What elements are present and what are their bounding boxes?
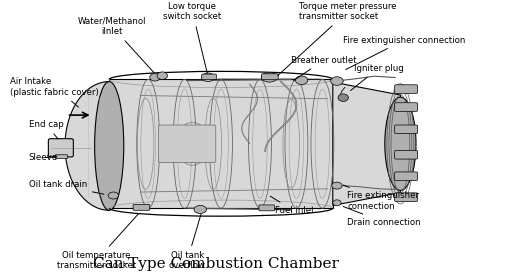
- Text: Can-Type Combustion Chamber: Can-Type Combustion Chamber: [93, 256, 339, 270]
- Polygon shape: [109, 83, 333, 208]
- FancyBboxPatch shape: [395, 150, 418, 159]
- FancyBboxPatch shape: [262, 74, 278, 80]
- Ellipse shape: [194, 206, 206, 213]
- FancyBboxPatch shape: [259, 205, 275, 211]
- FancyBboxPatch shape: [202, 74, 216, 80]
- Ellipse shape: [332, 182, 342, 189]
- Text: Breather outlet: Breather outlet: [291, 56, 357, 81]
- FancyBboxPatch shape: [48, 139, 73, 157]
- Polygon shape: [333, 82, 400, 206]
- Polygon shape: [109, 80, 333, 208]
- Text: Fire extinguisher
connection: Fire extinguisher connection: [343, 185, 419, 211]
- Ellipse shape: [202, 73, 214, 81]
- Ellipse shape: [108, 192, 119, 199]
- Ellipse shape: [95, 81, 124, 210]
- Text: Oil tank drain: Oil tank drain: [29, 180, 104, 194]
- FancyBboxPatch shape: [395, 85, 418, 93]
- Ellipse shape: [295, 76, 308, 85]
- Ellipse shape: [157, 72, 167, 80]
- Polygon shape: [65, 81, 109, 210]
- Text: Fuel inlet: Fuel inlet: [270, 196, 314, 215]
- Text: Fire extinguisher connection: Fire extinguisher connection: [343, 36, 465, 70]
- FancyBboxPatch shape: [395, 125, 418, 134]
- FancyBboxPatch shape: [55, 155, 68, 158]
- Text: Oil tank
overflow: Oil tank overflow: [168, 214, 206, 270]
- Text: Drain connection: Drain connection: [343, 206, 421, 227]
- Ellipse shape: [333, 200, 341, 206]
- FancyBboxPatch shape: [159, 125, 216, 163]
- Text: Torque meter pressure
transmitter socket: Torque meter pressure transmitter socket: [278, 2, 397, 76]
- Text: Water/Methanol
iInlet: Water/Methanol iInlet: [77, 17, 154, 73]
- FancyBboxPatch shape: [133, 204, 150, 210]
- FancyBboxPatch shape: [395, 103, 418, 111]
- Text: Sleeve: Sleeve: [29, 153, 58, 162]
- FancyBboxPatch shape: [395, 193, 418, 201]
- Text: End cap: End cap: [29, 120, 63, 139]
- Ellipse shape: [262, 73, 277, 82]
- FancyBboxPatch shape: [395, 172, 418, 181]
- Ellipse shape: [331, 77, 343, 85]
- Text: Oil temperature
transmitter socket: Oil temperature transmitter socket: [57, 214, 138, 270]
- Text: Air Intake
(plastic fabric cover): Air Intake (plastic fabric cover): [10, 77, 99, 107]
- Ellipse shape: [150, 74, 160, 81]
- Ellipse shape: [338, 94, 348, 101]
- Ellipse shape: [385, 97, 416, 190]
- Text: Igniter plug: Igniter plug: [350, 64, 404, 90]
- Text: Low torque
switch socket: Low torque switch socket: [163, 2, 222, 74]
